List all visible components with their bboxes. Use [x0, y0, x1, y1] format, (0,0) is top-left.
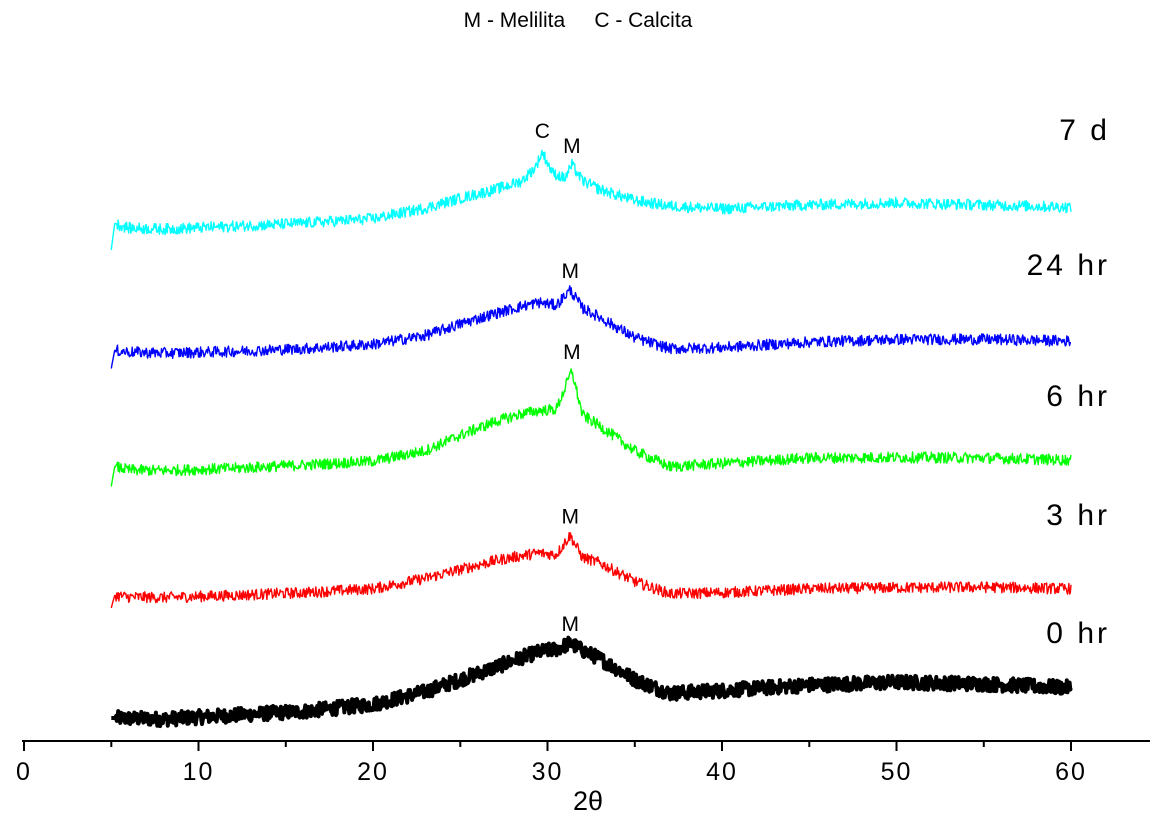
series-label: 0 hr [1046, 617, 1110, 650]
series-line-7-d [110, 149, 1072, 251]
series-label: 6 hr [1046, 380, 1110, 413]
peak-label-m: M [561, 613, 579, 636]
peak-label-m: M [563, 341, 581, 364]
series-line-0-hr [109, 635, 1073, 729]
series-label-layer: 0 hr 3 hr 6 hr 24 hr 7 d [1027, 114, 1110, 650]
x-tick-label: 30 [532, 758, 564, 786]
series-line-3-hr [110, 532, 1072, 609]
series-layer [109, 149, 1073, 729]
series-label: 24 hr [1027, 249, 1110, 282]
x-tick-label: 0 [16, 758, 32, 786]
peak-label-m: M [561, 260, 579, 283]
x-tick-label: 10 [183, 758, 215, 786]
peak-label-m: M [563, 135, 581, 158]
x-tick-label: 50 [881, 758, 913, 786]
series-line-6-hr [110, 368, 1072, 487]
series-label: 7 d [1059, 114, 1110, 147]
chart-title: M - Melilita C - Calcita [464, 9, 693, 32]
x-axis-ticks: 0 10 20 30 40 50 60 [16, 741, 1087, 786]
x-tick-label: 20 [357, 758, 389, 786]
series-line-24-hr [110, 285, 1072, 369]
x-axis-label: 2θ [573, 786, 603, 816]
peak-label-m: M [561, 505, 579, 528]
series-label: 3 hr [1046, 499, 1110, 532]
peak-label-c: C [535, 120, 550, 143]
x-tick-label: 60 [1055, 758, 1087, 786]
x-tick-label: 40 [706, 758, 738, 786]
